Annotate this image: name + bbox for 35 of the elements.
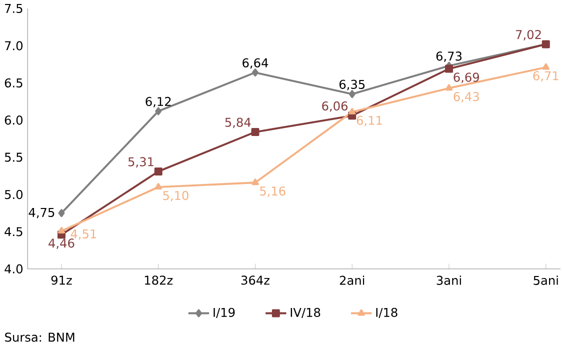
data-label: 6,06 bbox=[322, 101, 348, 112]
data-label: 4,75 bbox=[28, 208, 54, 218]
x-tick-label: 364z bbox=[241, 276, 270, 285]
legend-label: IV/18 bbox=[290, 308, 320, 318]
x-tick-label: 5ani bbox=[534, 276, 558, 286]
data-label: 5,16 bbox=[260, 186, 286, 197]
x-tick-label: 91z bbox=[51, 276, 72, 285]
data-label: 4,51 bbox=[70, 230, 96, 240]
y-tick-label: 4.5 bbox=[4, 227, 22, 236]
data-label: 5,31 bbox=[128, 157, 154, 168]
data-label: 6,43 bbox=[454, 92, 479, 102]
legend-label: I/18 bbox=[376, 308, 398, 318]
data-label: 5,10 bbox=[163, 191, 188, 202]
legend-label: I/19 bbox=[214, 308, 235, 318]
x-tick-label: 182z bbox=[144, 276, 173, 285]
data-label: 7,02 bbox=[516, 30, 541, 40]
y-tick-label: 6.5 bbox=[4, 78, 22, 88]
y-tick-label: 5.0 bbox=[4, 190, 23, 200]
text: Sursa: BNM bbox=[5, 332, 74, 342]
y-tick-label: 4.0 bbox=[4, 264, 23, 274]
data-label: 6,73 bbox=[436, 52, 462, 62]
data-label: 6,69 bbox=[454, 72, 479, 84]
y-tick-label: 7.0 bbox=[5, 41, 23, 50]
data-label: 6,64 bbox=[242, 58, 268, 69]
data-label: 6,71 bbox=[533, 71, 558, 82]
data-label: 4,46 bbox=[48, 238, 74, 250]
data-label: 6,12 bbox=[146, 97, 171, 108]
data-label: 6,35 bbox=[340, 80, 365, 90]
y-tick-label: 6.0 bbox=[4, 116, 23, 125]
data-label: 6,11 bbox=[356, 116, 382, 126]
y-tick-label: 7.5 bbox=[5, 4, 22, 14]
data-label: 5,84 bbox=[225, 118, 251, 128]
x-tick-label: 3ani bbox=[436, 276, 461, 286]
x-tick-label: 2ani bbox=[340, 276, 364, 286]
y-tick-label: 5.5 bbox=[4, 152, 22, 162]
